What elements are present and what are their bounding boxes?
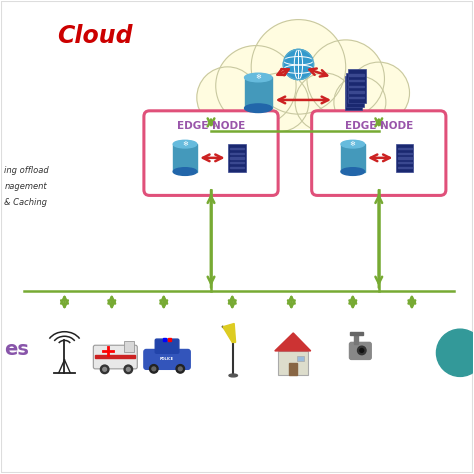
Ellipse shape bbox=[173, 168, 197, 175]
Circle shape bbox=[124, 365, 133, 374]
Text: Cloud: Cloud bbox=[57, 24, 133, 48]
FancyBboxPatch shape bbox=[312, 111, 446, 195]
Circle shape bbox=[437, 329, 474, 376]
Bar bbox=[349, 97, 365, 98]
Bar bbox=[347, 83, 363, 84]
Bar bbox=[349, 91, 365, 92]
Circle shape bbox=[178, 367, 182, 371]
Bar bbox=[346, 92, 361, 93]
Circle shape bbox=[250, 73, 309, 132]
Bar bbox=[354, 334, 358, 344]
Ellipse shape bbox=[341, 140, 365, 148]
Bar bbox=[349, 86, 365, 87]
Circle shape bbox=[152, 367, 156, 371]
Text: EDGE NODE: EDGE NODE bbox=[177, 121, 245, 131]
Polygon shape bbox=[223, 323, 236, 342]
Bar bbox=[230, 157, 244, 158]
Bar bbox=[398, 167, 412, 168]
Bar bbox=[346, 81, 361, 82]
Bar bbox=[398, 148, 412, 149]
Bar bbox=[347, 95, 363, 96]
Bar bbox=[347, 89, 363, 90]
Text: EDGE NODE: EDGE NODE bbox=[345, 121, 413, 131]
Bar bbox=[289, 363, 297, 374]
Bar bbox=[347, 78, 363, 79]
Bar bbox=[346, 87, 361, 88]
Bar bbox=[95, 355, 136, 358]
Bar bbox=[228, 144, 246, 172]
Bar bbox=[173, 144, 197, 172]
Text: nagement: nagement bbox=[4, 182, 47, 191]
Text: & Caching: & Caching bbox=[4, 198, 47, 207]
Bar bbox=[349, 80, 365, 81]
FancyBboxPatch shape bbox=[144, 111, 278, 195]
Ellipse shape bbox=[229, 374, 237, 377]
Bar bbox=[398, 153, 412, 154]
Circle shape bbox=[216, 46, 296, 126]
FancyBboxPatch shape bbox=[349, 342, 371, 359]
Text: ❄: ❄ bbox=[182, 141, 188, 147]
Ellipse shape bbox=[245, 104, 272, 112]
Ellipse shape bbox=[341, 168, 365, 175]
Bar bbox=[230, 153, 244, 154]
Circle shape bbox=[251, 19, 346, 114]
Circle shape bbox=[334, 76, 386, 128]
FancyBboxPatch shape bbox=[93, 345, 137, 369]
Bar bbox=[346, 104, 361, 105]
Bar bbox=[230, 162, 244, 163]
Circle shape bbox=[197, 67, 258, 128]
Circle shape bbox=[307, 40, 384, 118]
Ellipse shape bbox=[245, 73, 272, 82]
Circle shape bbox=[360, 348, 364, 352]
Text: POLICE: POLICE bbox=[160, 357, 174, 361]
Bar bbox=[278, 351, 309, 374]
Bar bbox=[347, 100, 363, 101]
Bar bbox=[124, 341, 134, 352]
Circle shape bbox=[103, 367, 107, 371]
Bar bbox=[230, 167, 244, 168]
Bar bbox=[298, 356, 304, 361]
Bar bbox=[341, 144, 365, 172]
Circle shape bbox=[150, 365, 158, 373]
Circle shape bbox=[295, 73, 354, 132]
Bar bbox=[168, 337, 171, 340]
Polygon shape bbox=[275, 333, 311, 351]
Circle shape bbox=[127, 367, 130, 371]
FancyBboxPatch shape bbox=[144, 349, 190, 369]
Bar bbox=[245, 77, 272, 108]
Bar bbox=[398, 162, 412, 163]
Bar bbox=[346, 73, 364, 107]
FancyBboxPatch shape bbox=[155, 339, 179, 353]
Bar bbox=[346, 98, 361, 99]
Bar bbox=[163, 337, 166, 340]
Circle shape bbox=[357, 346, 366, 355]
Text: ❄: ❄ bbox=[350, 141, 356, 147]
Bar bbox=[349, 74, 365, 76]
Text: ing offload: ing offload bbox=[4, 166, 49, 175]
Circle shape bbox=[283, 49, 314, 80]
Bar bbox=[348, 69, 366, 103]
Text: es: es bbox=[4, 340, 29, 359]
Text: ❄: ❄ bbox=[255, 74, 261, 81]
Bar bbox=[345, 76, 363, 110]
Circle shape bbox=[176, 365, 184, 373]
Ellipse shape bbox=[173, 140, 197, 148]
Bar bbox=[199, 95, 388, 128]
Bar bbox=[350, 332, 363, 335]
Circle shape bbox=[348, 62, 410, 124]
Bar bbox=[396, 144, 413, 172]
Bar bbox=[230, 148, 244, 149]
Bar bbox=[398, 157, 412, 158]
Circle shape bbox=[100, 365, 109, 374]
